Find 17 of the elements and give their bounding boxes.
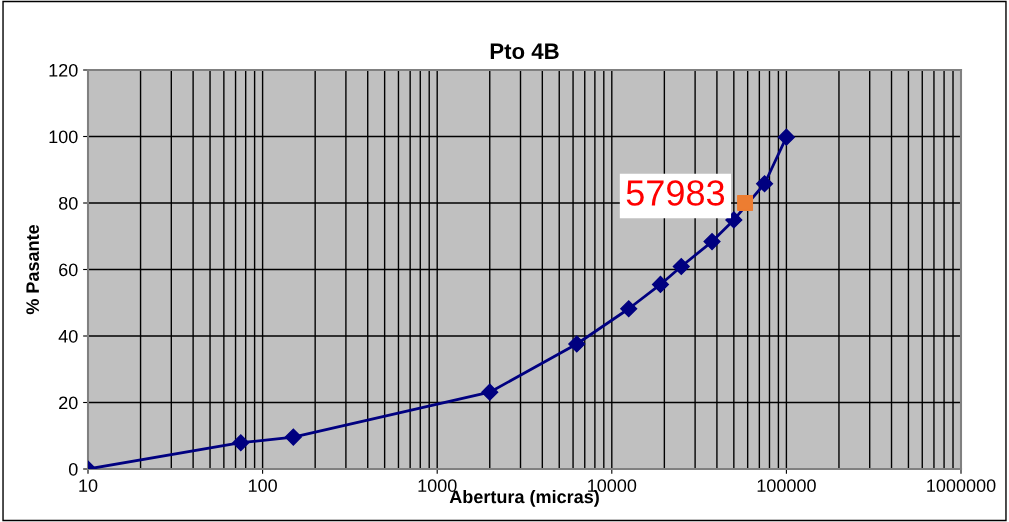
y-tick-label: 0 <box>68 462 78 476</box>
y-tick-label: 60 <box>59 263 78 277</box>
y-tick-label: 20 <box>59 396 78 410</box>
annotation: 57983 <box>626 180 725 206</box>
x-tick-label: 1000 <box>418 479 457 492</box>
x-tick-label: 100 <box>248 479 277 492</box>
y-tick-label: 120 <box>49 63 78 77</box>
x-tick-label: 10 <box>79 479 98 492</box>
x-axis-title: Abertura (micras) <box>449 490 599 507</box>
y-axis-title: % Pasante <box>26 224 40 315</box>
y-tick-label: 100 <box>49 130 78 144</box>
x-tick-label: 100000 <box>757 479 816 492</box>
x-tick-label: 10000 <box>588 479 637 492</box>
chart-title: Pto 4B <box>490 43 559 60</box>
y-tick-label: 80 <box>58 196 78 210</box>
y-tick-label: 40 <box>58 329 78 343</box>
x-tick-label: 1000000 <box>927 479 996 492</box>
